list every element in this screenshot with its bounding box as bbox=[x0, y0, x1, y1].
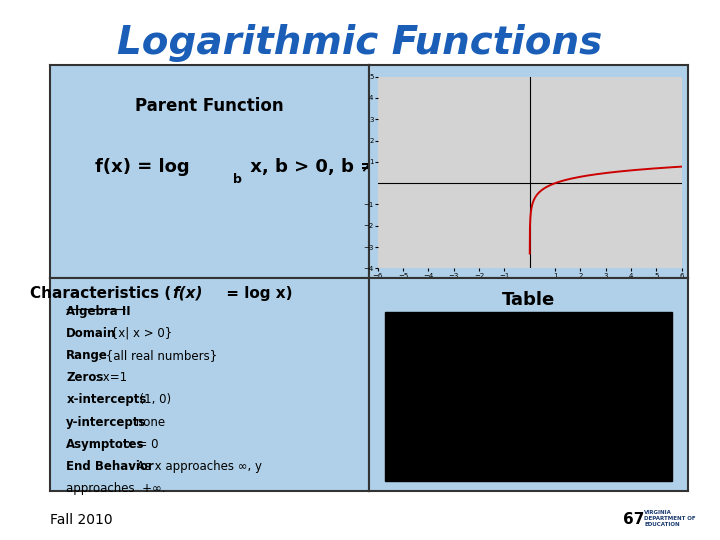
Text: Zeros: Zeros bbox=[66, 372, 104, 384]
Text: x-intercepts: x-intercepts bbox=[66, 394, 147, 407]
Text: y-intercepts: y-intercepts bbox=[66, 416, 147, 429]
Text: : {all real numbers}: : {all real numbers} bbox=[97, 349, 217, 362]
Text: Logarithmic Functions: Logarithmic Functions bbox=[117, 24, 603, 62]
Text: Domain: Domain bbox=[66, 327, 117, 340]
Text: : {x| x > 0}: : {x| x > 0} bbox=[103, 327, 172, 340]
Text: : x=1: : x=1 bbox=[95, 372, 127, 384]
Text: Parent Function: Parent Function bbox=[135, 97, 284, 115]
Text: Fall 2010: Fall 2010 bbox=[50, 512, 113, 526]
Text: f(x): f(x) bbox=[172, 286, 202, 301]
Text: Algebra II: Algebra II bbox=[66, 305, 131, 318]
Text: Characteristics (: Characteristics ( bbox=[30, 286, 171, 301]
Text: : none: : none bbox=[128, 416, 166, 429]
Text: x, b > 0, b ≠ 1: x, b > 0, b ≠ 1 bbox=[244, 158, 394, 176]
Text: = log x): = log x) bbox=[221, 286, 292, 301]
Text: approaches  +∞.: approaches +∞. bbox=[66, 482, 166, 495]
Text: : As x approaches ∞, y: : As x approaches ∞, y bbox=[130, 460, 262, 473]
Text: f(x) = log: f(x) = log bbox=[95, 158, 189, 176]
Text: : x = 0: : x = 0 bbox=[119, 438, 158, 451]
Text: Range: Range bbox=[66, 349, 108, 362]
Text: :  (1, 0): : (1, 0) bbox=[128, 394, 171, 407]
Text: VIRGINIA
DEPARTMENT OF
EDUCATION: VIRGINIA DEPARTMENT OF EDUCATION bbox=[644, 510, 696, 526]
Text: Asymptotes: Asymptotes bbox=[66, 438, 145, 451]
Text: b: b bbox=[233, 173, 241, 186]
Text: End Behavior: End Behavior bbox=[66, 460, 154, 473]
Text: Table: Table bbox=[502, 291, 555, 309]
FancyBboxPatch shape bbox=[385, 312, 672, 481]
Text: 67: 67 bbox=[623, 511, 644, 526]
